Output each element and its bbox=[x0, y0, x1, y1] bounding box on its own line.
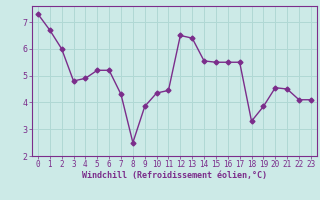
X-axis label: Windchill (Refroidissement éolien,°C): Windchill (Refroidissement éolien,°C) bbox=[82, 171, 267, 180]
